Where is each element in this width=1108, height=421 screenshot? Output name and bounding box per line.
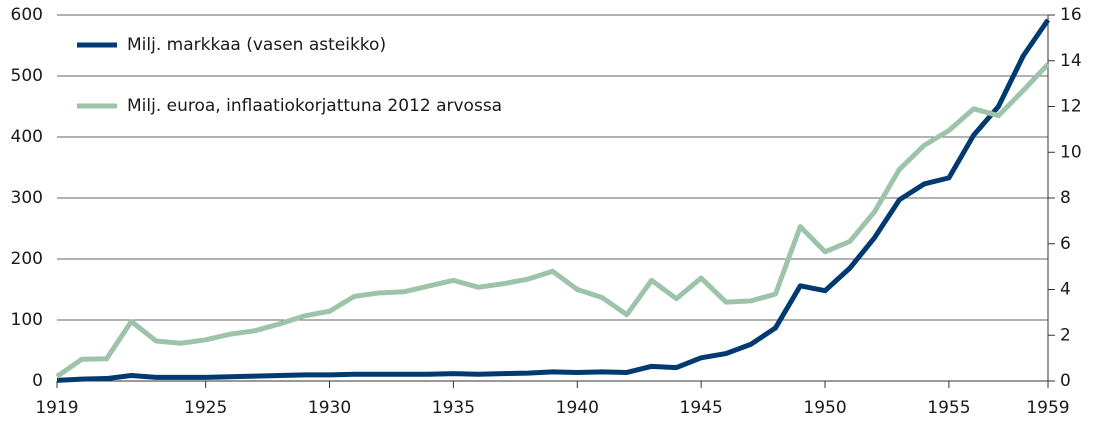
y2-tick-label: 8 — [1060, 188, 1071, 208]
y2-tick-label: 2 — [1060, 325, 1071, 345]
y-tick-label: 400 — [11, 127, 43, 147]
y-tick-label: 300 — [11, 188, 43, 208]
y2-tick-label: 10 — [1060, 142, 1082, 162]
y-tick-label: 100 — [11, 310, 43, 330]
x-tick-label: 1959 — [1026, 398, 1069, 418]
y-tick-label: 500 — [11, 66, 43, 86]
y2-tick-label: 14 — [1060, 51, 1082, 71]
x-tick-label: 1925 — [184, 398, 227, 418]
line-series — [56, 18, 1051, 383]
y-tick-label: 200 — [11, 249, 43, 269]
x-tick-label: 1919 — [35, 398, 78, 418]
line-series — [55, 62, 1050, 379]
y2-tick-label: 4 — [1060, 280, 1071, 300]
x-tick-label: 1935 — [432, 398, 475, 418]
y-tick-label: 600 — [11, 5, 43, 25]
legend-label: Milj. euroa, inflaatiokorjattuna 2012 ar… — [127, 96, 502, 116]
y2-tick-label: 6 — [1060, 234, 1071, 254]
y2-tick-label: 16 — [1060, 5, 1082, 25]
y2-tick-label: 12 — [1060, 97, 1082, 117]
x-tick-label: 1950 — [803, 398, 846, 418]
x-tick-label: 1940 — [556, 398, 599, 418]
x-tick-label: 1930 — [308, 398, 351, 418]
legend-label: Milj. markkaa (vasen asteikko) — [127, 35, 386, 55]
x-tick-label: 1945 — [680, 398, 723, 418]
y2-tick-label: 0 — [1060, 371, 1071, 391]
x-tick-label: 1955 — [927, 398, 970, 418]
y-tick-label: 0 — [32, 371, 43, 391]
